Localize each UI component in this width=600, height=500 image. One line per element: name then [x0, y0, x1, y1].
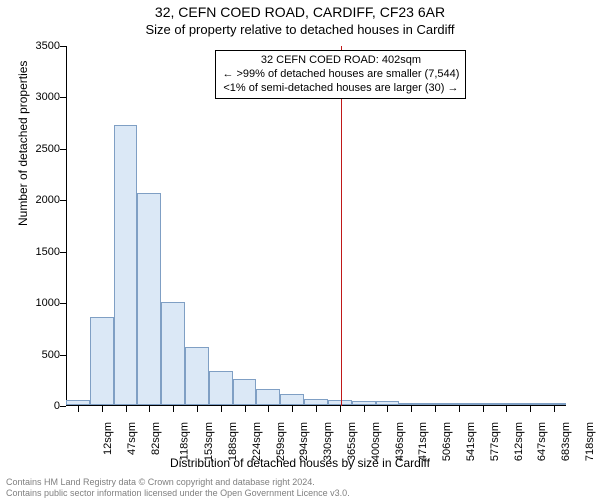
histogram-bar [185, 347, 209, 405]
x-tick [173, 406, 174, 412]
footer-line-2: Contains public sector information licen… [6, 488, 594, 498]
histogram-bar [114, 125, 138, 405]
histogram-bar [376, 401, 400, 405]
x-tick [364, 406, 365, 412]
x-tick [126, 406, 127, 412]
x-tick [411, 406, 412, 412]
x-tick-label: 82sqm [150, 422, 162, 455]
histogram-bar [137, 193, 161, 405]
x-tick [459, 406, 460, 412]
footer-line-1: Contains HM Land Registry data © Crown c… [6, 477, 594, 487]
histogram-bar [66, 400, 90, 405]
x-tick [316, 406, 317, 412]
y-tick-label: 1500 [20, 246, 60, 258]
y-tick [60, 46, 66, 47]
footer-attribution: Contains HM Land Registry data © Crown c… [6, 477, 594, 498]
y-tick [60, 252, 66, 253]
histogram-bar [518, 403, 542, 405]
histogram-bar [399, 403, 423, 405]
x-tick-label: 118sqm [179, 422, 191, 460]
histogram-bar [423, 403, 447, 405]
x-tick [197, 406, 198, 412]
x-tick [268, 406, 269, 412]
annotation-box: 32 CEFN COED ROAD: 402sqm← >99% of detac… [215, 50, 466, 99]
x-tick [340, 406, 341, 412]
histogram-bar [256, 389, 280, 405]
y-tick [60, 303, 66, 304]
x-tick-label: 12sqm [102, 422, 114, 455]
histogram-bar [233, 379, 257, 405]
y-tick-label: 0 [20, 400, 60, 412]
annotation-line: ← >99% of detached houses are smaller (7… [222, 68, 459, 82]
x-tick [554, 406, 555, 412]
y-tick-label: 2000 [20, 194, 60, 206]
y-tick [60, 406, 66, 407]
x-tick [78, 406, 79, 412]
annotation-line: <1% of semi-detached houses are larger (… [222, 82, 459, 96]
y-tick-label: 500 [20, 349, 60, 361]
histogram-bar [209, 371, 233, 405]
y-tick [60, 355, 66, 356]
histogram-bar [542, 403, 566, 405]
y-tick [60, 200, 66, 201]
annotation-line: 32 CEFN COED ROAD: 402sqm [222, 54, 459, 68]
y-tick-label: 1000 [20, 297, 60, 309]
x-tick [102, 406, 103, 412]
x-tick [292, 406, 293, 412]
figure-root: 32, CEFN COED ROAD, CARDIFF, CF23 6AR Si… [0, 0, 600, 500]
histogram-bar [280, 394, 304, 405]
plot-area: 050010001500200025003000350012sqm47sqm82… [66, 46, 566, 406]
property-marker-line [341, 46, 342, 406]
x-tick [149, 406, 150, 412]
y-tick [60, 97, 66, 98]
chart-title: 32, CEFN COED ROAD, CARDIFF, CF23 6AR [0, 0, 600, 20]
histogram-bar [352, 401, 376, 405]
x-tick-label: 47sqm [126, 422, 138, 455]
x-tick [506, 406, 507, 412]
x-tick [387, 406, 388, 412]
x-tick [483, 406, 484, 412]
histogram-bar [161, 302, 185, 405]
chart-area: 050010001500200025003000350012sqm47sqm82… [66, 46, 566, 406]
histogram-bar [90, 317, 114, 405]
y-tick [60, 149, 66, 150]
chart-subtitle: Size of property relative to detached ho… [0, 20, 600, 37]
y-tick-label: 3500 [20, 40, 60, 52]
histogram-bar [447, 403, 471, 405]
x-axis-label: Distribution of detached houses by size … [0, 456, 600, 470]
x-tick [435, 406, 436, 412]
histogram-bar [304, 399, 328, 405]
y-tick-label: 3000 [20, 91, 60, 103]
histogram-bar [328, 400, 352, 405]
histogram-bar [495, 403, 519, 405]
histogram-bar [471, 403, 495, 405]
x-tick [245, 406, 246, 412]
x-tick [530, 406, 531, 412]
x-tick [221, 406, 222, 412]
y-tick-label: 2500 [20, 143, 60, 155]
y-axis-line [66, 46, 67, 406]
